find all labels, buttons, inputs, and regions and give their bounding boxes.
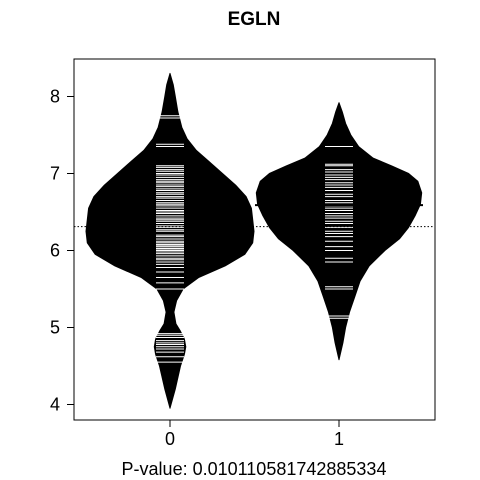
y-tick-label: 5 <box>50 318 60 338</box>
bean-group-0 <box>85 72 255 409</box>
y-tick-label: 6 <box>50 241 60 261</box>
y-tick-label: 4 <box>50 395 60 415</box>
bean-group-1 <box>255 102 423 361</box>
y-tick-label: 8 <box>50 87 60 107</box>
chart-title: EGLN <box>228 9 281 30</box>
beans-layer <box>85 72 423 409</box>
y-tick-label: 7 <box>50 164 60 184</box>
y-axis: 4 5 6 7 8 <box>50 87 75 415</box>
x-tick-label: 0 <box>165 429 175 449</box>
x-axis-label: P-value: 0.010110581742885334 <box>122 459 387 479</box>
x-tick-label: 1 <box>334 429 344 449</box>
